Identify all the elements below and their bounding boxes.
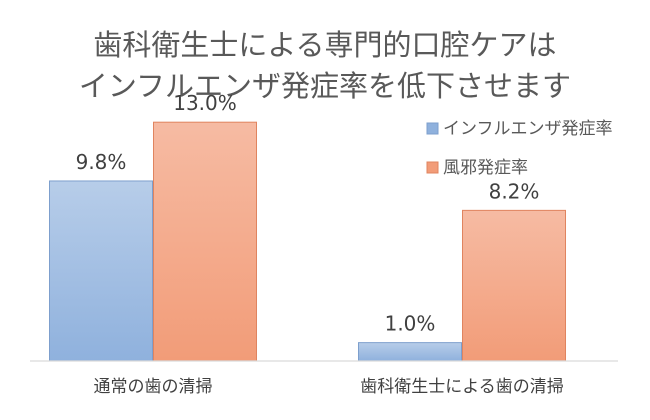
legend-item: 風邪発症率 (426, 158, 528, 178)
legend-label: 風邪発症率 (443, 158, 528, 178)
bar-influenza-1 (358, 342, 462, 362)
data-label: 13.0% (173, 91, 237, 115)
legend-swatch-influenza (426, 122, 439, 135)
legend-swatch-cold (426, 161, 439, 174)
bar-cold-0 (153, 121, 257, 362)
chart-title-line-1: 歯科衛生士による専門的口腔ケアは (93, 28, 556, 62)
plot-area: 9.8% 1.0% 13.0% 8.2% (49, 91, 566, 362)
bar-cold-1 (462, 209, 566, 362)
legend-label: インフルエンザ発症率 (443, 119, 613, 139)
data-label: 1.0% (385, 312, 436, 336)
x-axis-ticks: 通常の歯の清掃 歯科衛生士による歯の清掃 (94, 377, 564, 397)
data-label: 9.8% (76, 150, 127, 174)
legend-item: インフルエンザ発症率 (426, 119, 613, 139)
x-tick-label: 歯科衛生士による歯の清掃 (360, 377, 564, 397)
x-tick-label: 通常の歯の清掃 (94, 377, 213, 397)
data-label: 8.2% (489, 179, 540, 203)
chart-title-line-2: インフルエンザ発症率を低下させます (79, 69, 571, 103)
legend: インフルエンザ発症率 風邪発症率 (426, 119, 613, 178)
bar-influenza-0 (49, 180, 153, 362)
chart-title: 歯科衛生士による専門的口腔ケアは インフルエンザ発症率を低下させます (79, 28, 571, 103)
